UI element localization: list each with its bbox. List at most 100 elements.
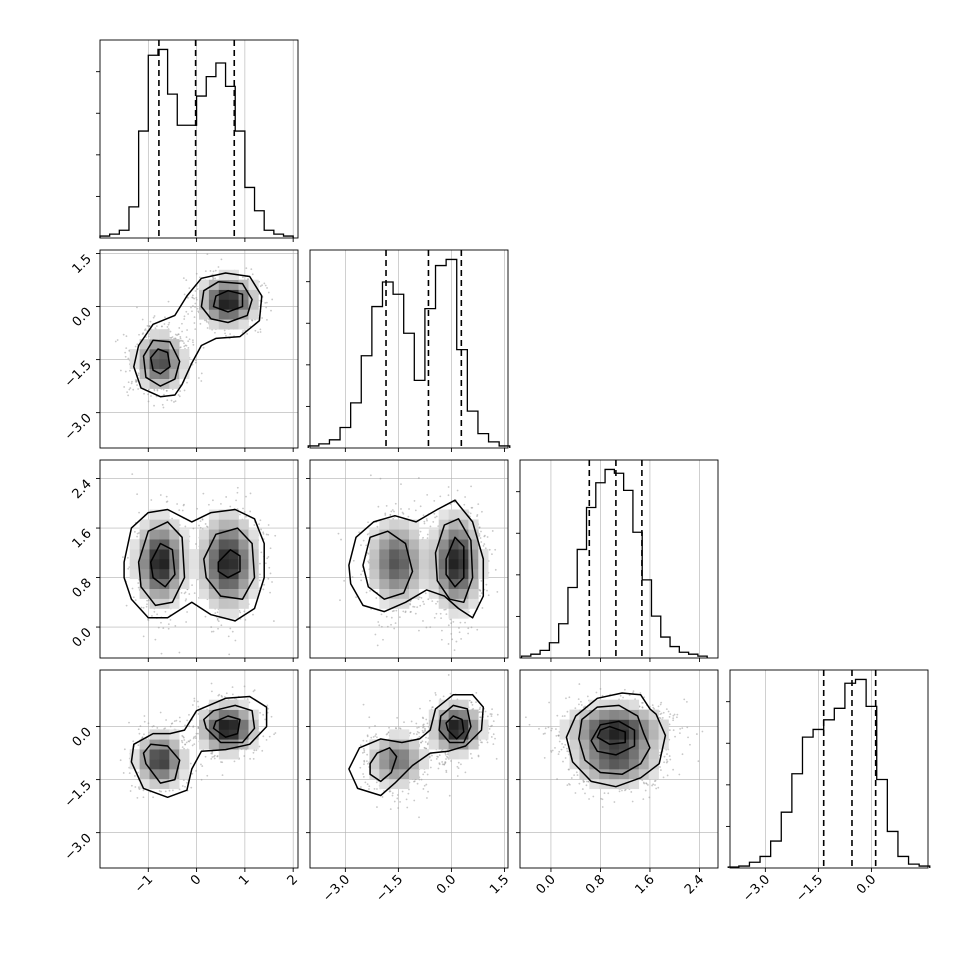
density-cell bbox=[159, 529, 170, 540]
density-cell bbox=[208, 539, 220, 550]
scatter-point bbox=[133, 530, 136, 533]
scatter-point bbox=[496, 591, 499, 593]
density-cell bbox=[468, 598, 479, 609]
density-cell bbox=[199, 299, 210, 310]
scatter-point bbox=[449, 503, 452, 506]
density-cell bbox=[238, 289, 249, 300]
density-cell bbox=[159, 329, 170, 340]
scatter-point bbox=[128, 721, 130, 724]
scatter-point bbox=[194, 328, 197, 331]
scatter-point bbox=[137, 374, 140, 377]
scatter-point bbox=[181, 330, 183, 333]
density-cell bbox=[468, 568, 479, 580]
density-cell bbox=[218, 559, 229, 570]
scatter-point bbox=[196, 307, 199, 310]
scatter-point bbox=[220, 258, 223, 261]
scatter-point bbox=[162, 627, 165, 630]
density-cell bbox=[169, 549, 180, 560]
scatter-point bbox=[168, 321, 171, 324]
scatter-point bbox=[369, 474, 372, 477]
scatter-point bbox=[185, 336, 188, 339]
scatter-point bbox=[274, 732, 277, 734]
scatter-point bbox=[425, 518, 428, 520]
density-cell bbox=[448, 608, 459, 619]
scatter-point bbox=[426, 537, 429, 540]
scatter-point bbox=[367, 521, 369, 524]
scatter-point bbox=[178, 651, 181, 654]
scatter-point bbox=[367, 560, 370, 563]
scatter-point bbox=[149, 320, 152, 323]
scatter-point bbox=[431, 600, 434, 603]
scatter-point bbox=[266, 287, 268, 289]
scatter-point bbox=[374, 633, 377, 636]
scatter-point bbox=[178, 509, 181, 512]
scatter-point bbox=[464, 621, 466, 624]
scatter-point bbox=[132, 740, 135, 743]
density-cell bbox=[248, 578, 259, 589]
density-cell bbox=[428, 549, 439, 560]
density-cell bbox=[199, 568, 210, 580]
density-cell bbox=[448, 588, 459, 599]
scatter-point bbox=[214, 612, 217, 615]
density-cell bbox=[448, 549, 459, 560]
scatter-point bbox=[253, 689, 256, 692]
scatter-point bbox=[134, 786, 137, 788]
scatter-point bbox=[477, 503, 480, 505]
scatter-point bbox=[262, 713, 265, 716]
scatter-point bbox=[163, 393, 165, 396]
scatter-point bbox=[214, 331, 216, 334]
scatter-point bbox=[459, 621, 462, 624]
density-cell bbox=[208, 568, 220, 580]
density-cell bbox=[169, 378, 180, 389]
scatter-point bbox=[126, 391, 129, 393]
density-cell bbox=[248, 309, 259, 320]
scatter-point bbox=[206, 327, 209, 329]
scatter-point bbox=[162, 388, 165, 391]
scatter-point bbox=[266, 318, 268, 321]
density-cell bbox=[199, 549, 210, 560]
scatter-point bbox=[391, 610, 394, 613]
scatter-point bbox=[247, 278, 250, 281]
scatter-point bbox=[393, 627, 396, 630]
density-cell bbox=[228, 588, 239, 599]
scatter-point bbox=[262, 588, 265, 591]
scatter-point bbox=[136, 343, 139, 346]
scatter-point bbox=[150, 499, 153, 501]
scatter-point bbox=[220, 503, 222, 505]
scatter-point bbox=[211, 276, 214, 279]
density-cell bbox=[159, 509, 170, 520]
scatter-point bbox=[379, 477, 382, 480]
density-cell bbox=[379, 598, 390, 609]
density-cell bbox=[139, 559, 150, 570]
density-cell bbox=[369, 539, 380, 550]
scatter-point bbox=[159, 494, 162, 496]
scatter-point bbox=[267, 577, 270, 580]
scatter-point bbox=[488, 548, 491, 551]
contour-line bbox=[149, 348, 171, 375]
scatter-point bbox=[267, 524, 270, 526]
scatter-point bbox=[197, 732, 199, 735]
scatter-point bbox=[138, 511, 140, 514]
density-cell bbox=[418, 578, 430, 589]
scatter-point bbox=[205, 320, 208, 323]
scatter-point bbox=[390, 510, 393, 513]
scatter-point bbox=[191, 584, 193, 586]
scatter-point bbox=[152, 316, 155, 319]
density-cell bbox=[438, 588, 449, 599]
density-cell bbox=[149, 578, 160, 589]
scatter-point bbox=[203, 319, 206, 322]
panel-frame bbox=[309, 459, 509, 659]
scatter-point bbox=[216, 617, 219, 620]
scatter-point bbox=[246, 698, 249, 701]
scatter-point bbox=[184, 525, 187, 528]
scatter-point bbox=[402, 610, 405, 613]
density-cell bbox=[218, 289, 229, 300]
panel-frame bbox=[519, 459, 719, 659]
scatter-point bbox=[165, 389, 168, 392]
scatter-point bbox=[447, 643, 450, 645]
scatter-point bbox=[137, 388, 140, 390]
scatter-point bbox=[205, 319, 208, 322]
scatter-point bbox=[204, 270, 207, 273]
contour-line bbox=[434, 518, 474, 604]
scatter-point bbox=[377, 505, 380, 508]
